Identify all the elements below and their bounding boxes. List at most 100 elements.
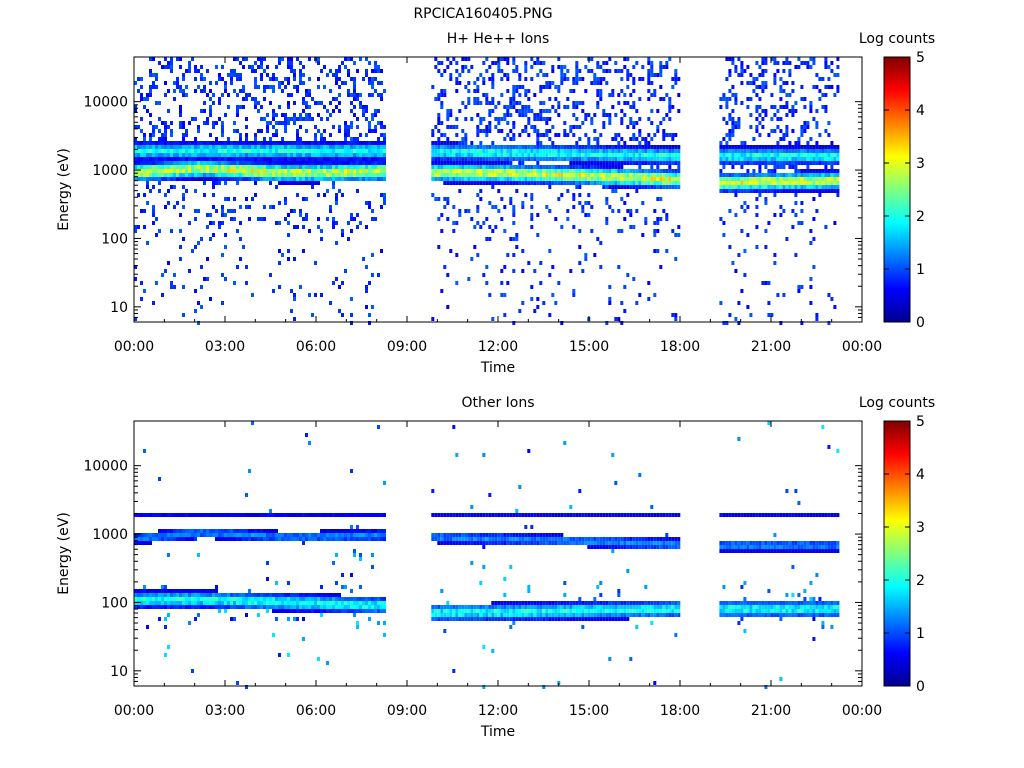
- heat-cell: [329, 145, 332, 149]
- heat-cell: [590, 57, 594, 61]
- heat-cell: [638, 129, 642, 133]
- heat-cell: [314, 101, 317, 105]
- heat-cell: [809, 185, 813, 189]
- heat-cell: [737, 253, 741, 257]
- heat-cell: [443, 69, 447, 73]
- heat-cell: [665, 173, 669, 177]
- heat-cell: [581, 165, 585, 169]
- heat-cell: [449, 181, 453, 185]
- heat-cell: [821, 93, 825, 97]
- heat-cell: [293, 609, 296, 613]
- heat-cell: [659, 85, 663, 89]
- heat-cell: [482, 61, 486, 65]
- heat-cell: [623, 217, 627, 221]
- heat-cell: [734, 193, 738, 197]
- heat-cell: [323, 161, 326, 165]
- heat-cell: [284, 141, 287, 145]
- heat-cell: [299, 81, 302, 85]
- heat-cell: [734, 173, 738, 177]
- heat-cell: [374, 177, 377, 181]
- heat-cell: [572, 157, 576, 161]
- heat-cell: [296, 537, 299, 541]
- heat-cell: [776, 153, 780, 157]
- heat-cell: [182, 605, 185, 609]
- heat-cell: [149, 153, 152, 157]
- heat-cell: [248, 605, 251, 609]
- heat-cell: [236, 109, 239, 113]
- heat-cell: [347, 221, 350, 225]
- heat-cell: [248, 589, 251, 593]
- heat-cell: [158, 529, 161, 533]
- heat-cell: [149, 169, 152, 173]
- heat-cell: [365, 533, 368, 537]
- heat-cell: [206, 277, 209, 281]
- heat-cell: [155, 601, 158, 605]
- heat-cell: [755, 197, 759, 201]
- heat-cell: [452, 605, 456, 609]
- heat-cell: [176, 77, 179, 81]
- heat-cell: [515, 181, 519, 185]
- heat-cell: [719, 301, 723, 305]
- heat-cell: [503, 293, 507, 297]
- heat-cell: [740, 181, 744, 185]
- heat-cell: [269, 157, 272, 161]
- heat-cell: [170, 69, 173, 73]
- heat-cell: [302, 97, 305, 101]
- heat-cell: [230, 153, 233, 157]
- heat-cell: [356, 609, 359, 613]
- heat-cell: [569, 145, 573, 149]
- heat-cell: [785, 237, 789, 241]
- heat-cell: [197, 173, 200, 177]
- heat-cell: [326, 217, 329, 221]
- heat-cell: [557, 153, 561, 157]
- heat-cell: [263, 529, 266, 533]
- heat-cell: [782, 209, 786, 213]
- heat-cell: [188, 621, 191, 625]
- heat-cell: [224, 197, 227, 201]
- heat-cell: [257, 533, 260, 537]
- heat-cell: [368, 61, 371, 65]
- heat-cell: [152, 141, 155, 145]
- heat-cell: [503, 145, 507, 149]
- heat-cell: [590, 161, 594, 165]
- heat-cell: [755, 157, 759, 161]
- heat-cell: [806, 153, 810, 157]
- heat-cell: [569, 181, 573, 185]
- heat-cell: [137, 589, 140, 593]
- heat-cell: [341, 597, 344, 601]
- heat-cell: [746, 169, 750, 173]
- heat-cell: [458, 513, 462, 517]
- heat-cell: [236, 177, 239, 181]
- heat-cell: [164, 529, 167, 533]
- heat-cell: [734, 161, 738, 165]
- heat-cell: [287, 221, 290, 225]
- heat-cell: [359, 221, 362, 225]
- heat-cell: [446, 169, 450, 173]
- heat-cell: [212, 589, 215, 593]
- heat-cell: [800, 125, 804, 129]
- heat-cell: [671, 133, 675, 137]
- heat-cell: [242, 157, 245, 161]
- heat-cell: [737, 173, 741, 177]
- heat-cell: [317, 77, 320, 81]
- heat-cell: [626, 69, 630, 73]
- heat-cell: [206, 161, 209, 165]
- heat-cell: [452, 177, 456, 181]
- heat-cell: [677, 233, 681, 237]
- heat-cell: [770, 153, 774, 157]
- heat-cell: [719, 153, 723, 157]
- heat-cell: [335, 221, 338, 225]
- heat-cell: [341, 609, 344, 613]
- heat-cell: [200, 157, 203, 161]
- heat-cell: [470, 181, 474, 185]
- heat-cell: [380, 513, 383, 517]
- heat-cell: [452, 153, 456, 157]
- heat-cell: [260, 169, 263, 173]
- heat-cell: [773, 185, 777, 189]
- heat-cell: [506, 145, 510, 149]
- heat-cell: [632, 153, 636, 157]
- heat-cell: [371, 529, 374, 533]
- heat-cell: [503, 265, 507, 269]
- heat-cell: [464, 173, 468, 177]
- heat-cell: [524, 65, 528, 69]
